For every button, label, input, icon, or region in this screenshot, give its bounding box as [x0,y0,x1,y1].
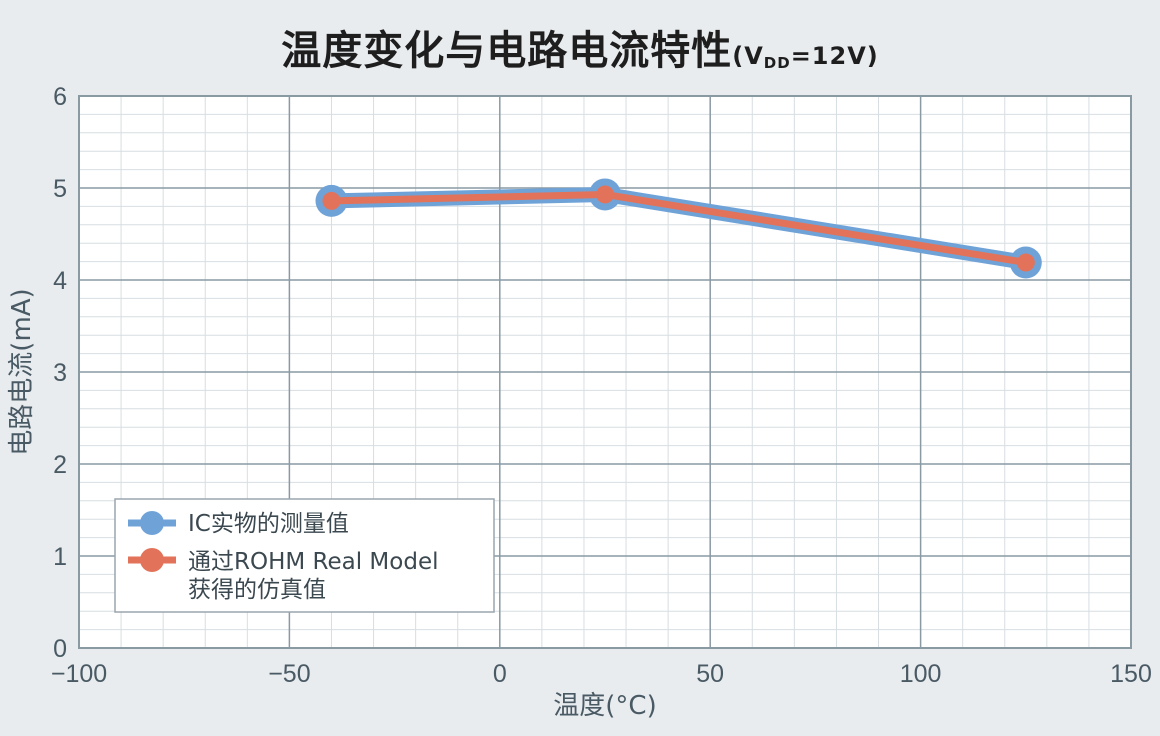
y-tick-label: 1 [53,543,67,571]
legend-box [114,498,495,613]
legend-label-simulated-line1: 通过ROHM Real Model [188,549,438,575]
y-tick-label: 2 [53,451,67,479]
x-axis-label: 温度(°C) [553,691,656,721]
legend: IC实物的测量值 通过ROHM Real Model 获得的仿真值 [114,498,495,613]
data-point-simulated [1016,253,1035,272]
chart-title-main: 温度变化与电路电流特性 [281,28,733,74]
x-tick-label: 100 [900,660,942,688]
chart-title: 温度变化与电路电流特性(VDD=12V) [0,18,1160,76]
legend-swatch-measured-marker [140,511,164,535]
x-tick-label: −50 [268,660,310,688]
x-axis-ticks: −100 −50 0 50 100 150 [51,660,1152,688]
series-layer [315,178,1042,279]
y-tick-label: 3 [53,359,67,387]
data-point-simulated [596,185,614,204]
legend-swatch-simulated-marker [140,548,164,572]
legend-label-simulated-line2: 获得的仿真值 [188,577,326,603]
x-tick-label: −100 [51,660,107,688]
y-tick-label: 4 [53,267,67,295]
x-tick-label: 0 [493,660,507,688]
chart-title-suffix: (VDD=12V) [732,42,879,72]
x-tick-label: 150 [1110,660,1152,688]
legend-label-measured: IC实物的测量值 [188,511,349,537]
y-axis-label: 电路电流(mA) [7,288,37,455]
x-tick-label: 50 [696,660,724,688]
y-axis-ticks: 0 1 2 3 4 5 6 [53,83,67,663]
y-tick-label: 6 [53,83,67,111]
plot-frame [78,95,1132,649]
y-tick-label: 0 [53,635,67,663]
y-tick-label: 5 [53,175,67,203]
data-point-simulated [322,191,341,210]
